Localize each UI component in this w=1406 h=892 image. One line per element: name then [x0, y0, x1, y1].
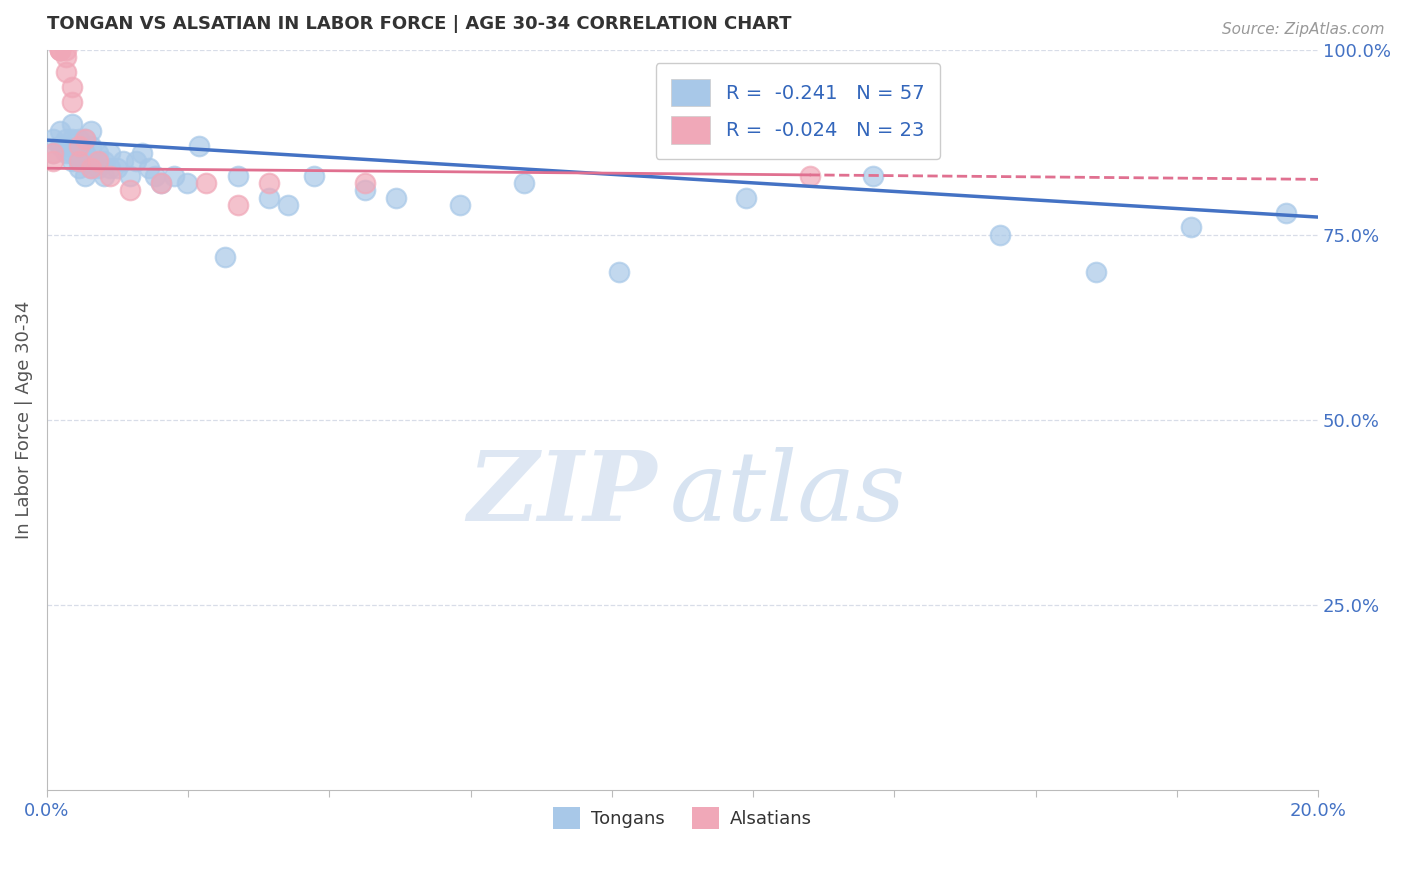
- Point: [67, 153, 90, 168]
- Point: [226, 198, 249, 212]
- Point: [42, 146, 65, 161]
- Point: [214, 250, 236, 264]
- Point: [67, 153, 90, 168]
- Point: [100, 161, 122, 176]
- Point: [42, 146, 65, 161]
- Point: [67, 131, 90, 145]
- Point: [150, 176, 173, 190]
- Point: [60, 131, 83, 145]
- Point: [143, 169, 166, 183]
- Point: [226, 169, 249, 183]
- Point: [67, 161, 90, 176]
- Point: [259, 176, 281, 190]
- Point: [385, 191, 408, 205]
- Point: [862, 169, 884, 183]
- Point: [60, 146, 83, 161]
- Point: [93, 169, 115, 183]
- Point: [80, 161, 103, 176]
- Point: [1084, 265, 1107, 279]
- Point: [80, 153, 103, 168]
- Point: [353, 184, 375, 198]
- Point: [353, 176, 375, 190]
- Point: [60, 79, 83, 94]
- Point: [55, 131, 77, 145]
- Text: atlas: atlas: [669, 447, 905, 541]
- Point: [60, 117, 83, 131]
- Point: [80, 139, 103, 153]
- Point: [87, 161, 110, 176]
- Point: [277, 198, 299, 212]
- Text: Source: ZipAtlas.com: Source: ZipAtlas.com: [1222, 22, 1385, 37]
- Point: [73, 169, 96, 183]
- Point: [131, 146, 153, 161]
- Point: [42, 131, 65, 145]
- Point: [302, 169, 325, 183]
- Point: [449, 198, 471, 212]
- Point: [80, 124, 103, 138]
- Point: [163, 169, 186, 183]
- Point: [67, 139, 90, 153]
- Point: [1180, 220, 1202, 235]
- Point: [100, 146, 122, 161]
- Point: [118, 169, 141, 183]
- Point: [607, 265, 630, 279]
- Point: [55, 50, 77, 64]
- Point: [67, 146, 90, 161]
- Y-axis label: In Labor Force | Age 30-34: In Labor Force | Age 30-34: [15, 301, 32, 539]
- Point: [48, 139, 70, 153]
- Point: [80, 161, 103, 176]
- Point: [48, 43, 70, 57]
- Point: [176, 176, 198, 190]
- Point: [73, 153, 96, 168]
- Point: [55, 146, 77, 161]
- Point: [799, 169, 821, 183]
- Point: [259, 191, 281, 205]
- Point: [73, 146, 96, 161]
- Point: [55, 43, 77, 57]
- Point: [112, 153, 135, 168]
- Text: ZIP: ZIP: [467, 447, 657, 541]
- Point: [48, 124, 70, 138]
- Point: [150, 176, 173, 190]
- Point: [100, 169, 122, 183]
- Legend: Tongans, Alsatians: Tongans, Alsatians: [546, 800, 820, 837]
- Point: [73, 131, 96, 145]
- Point: [60, 153, 83, 168]
- Point: [73, 131, 96, 145]
- Point: [988, 227, 1011, 242]
- Point: [512, 176, 534, 190]
- Point: [118, 184, 141, 198]
- Text: TONGAN VS ALSATIAN IN LABOR FORCE | AGE 30-34 CORRELATION CHART: TONGAN VS ALSATIAN IN LABOR FORCE | AGE …: [46, 15, 792, 33]
- Point: [87, 146, 110, 161]
- Point: [55, 65, 77, 79]
- Point: [188, 139, 211, 153]
- Point: [48, 43, 70, 57]
- Point: [735, 191, 758, 205]
- Point: [138, 161, 160, 176]
- Point: [105, 161, 128, 176]
- Point: [194, 176, 217, 190]
- Point: [87, 153, 110, 168]
- Point: [48, 43, 70, 57]
- Point: [1275, 205, 1298, 219]
- Point: [55, 139, 77, 153]
- Point: [42, 153, 65, 168]
- Point: [60, 95, 83, 109]
- Point: [67, 139, 90, 153]
- Point: [93, 153, 115, 168]
- Point: [125, 153, 148, 168]
